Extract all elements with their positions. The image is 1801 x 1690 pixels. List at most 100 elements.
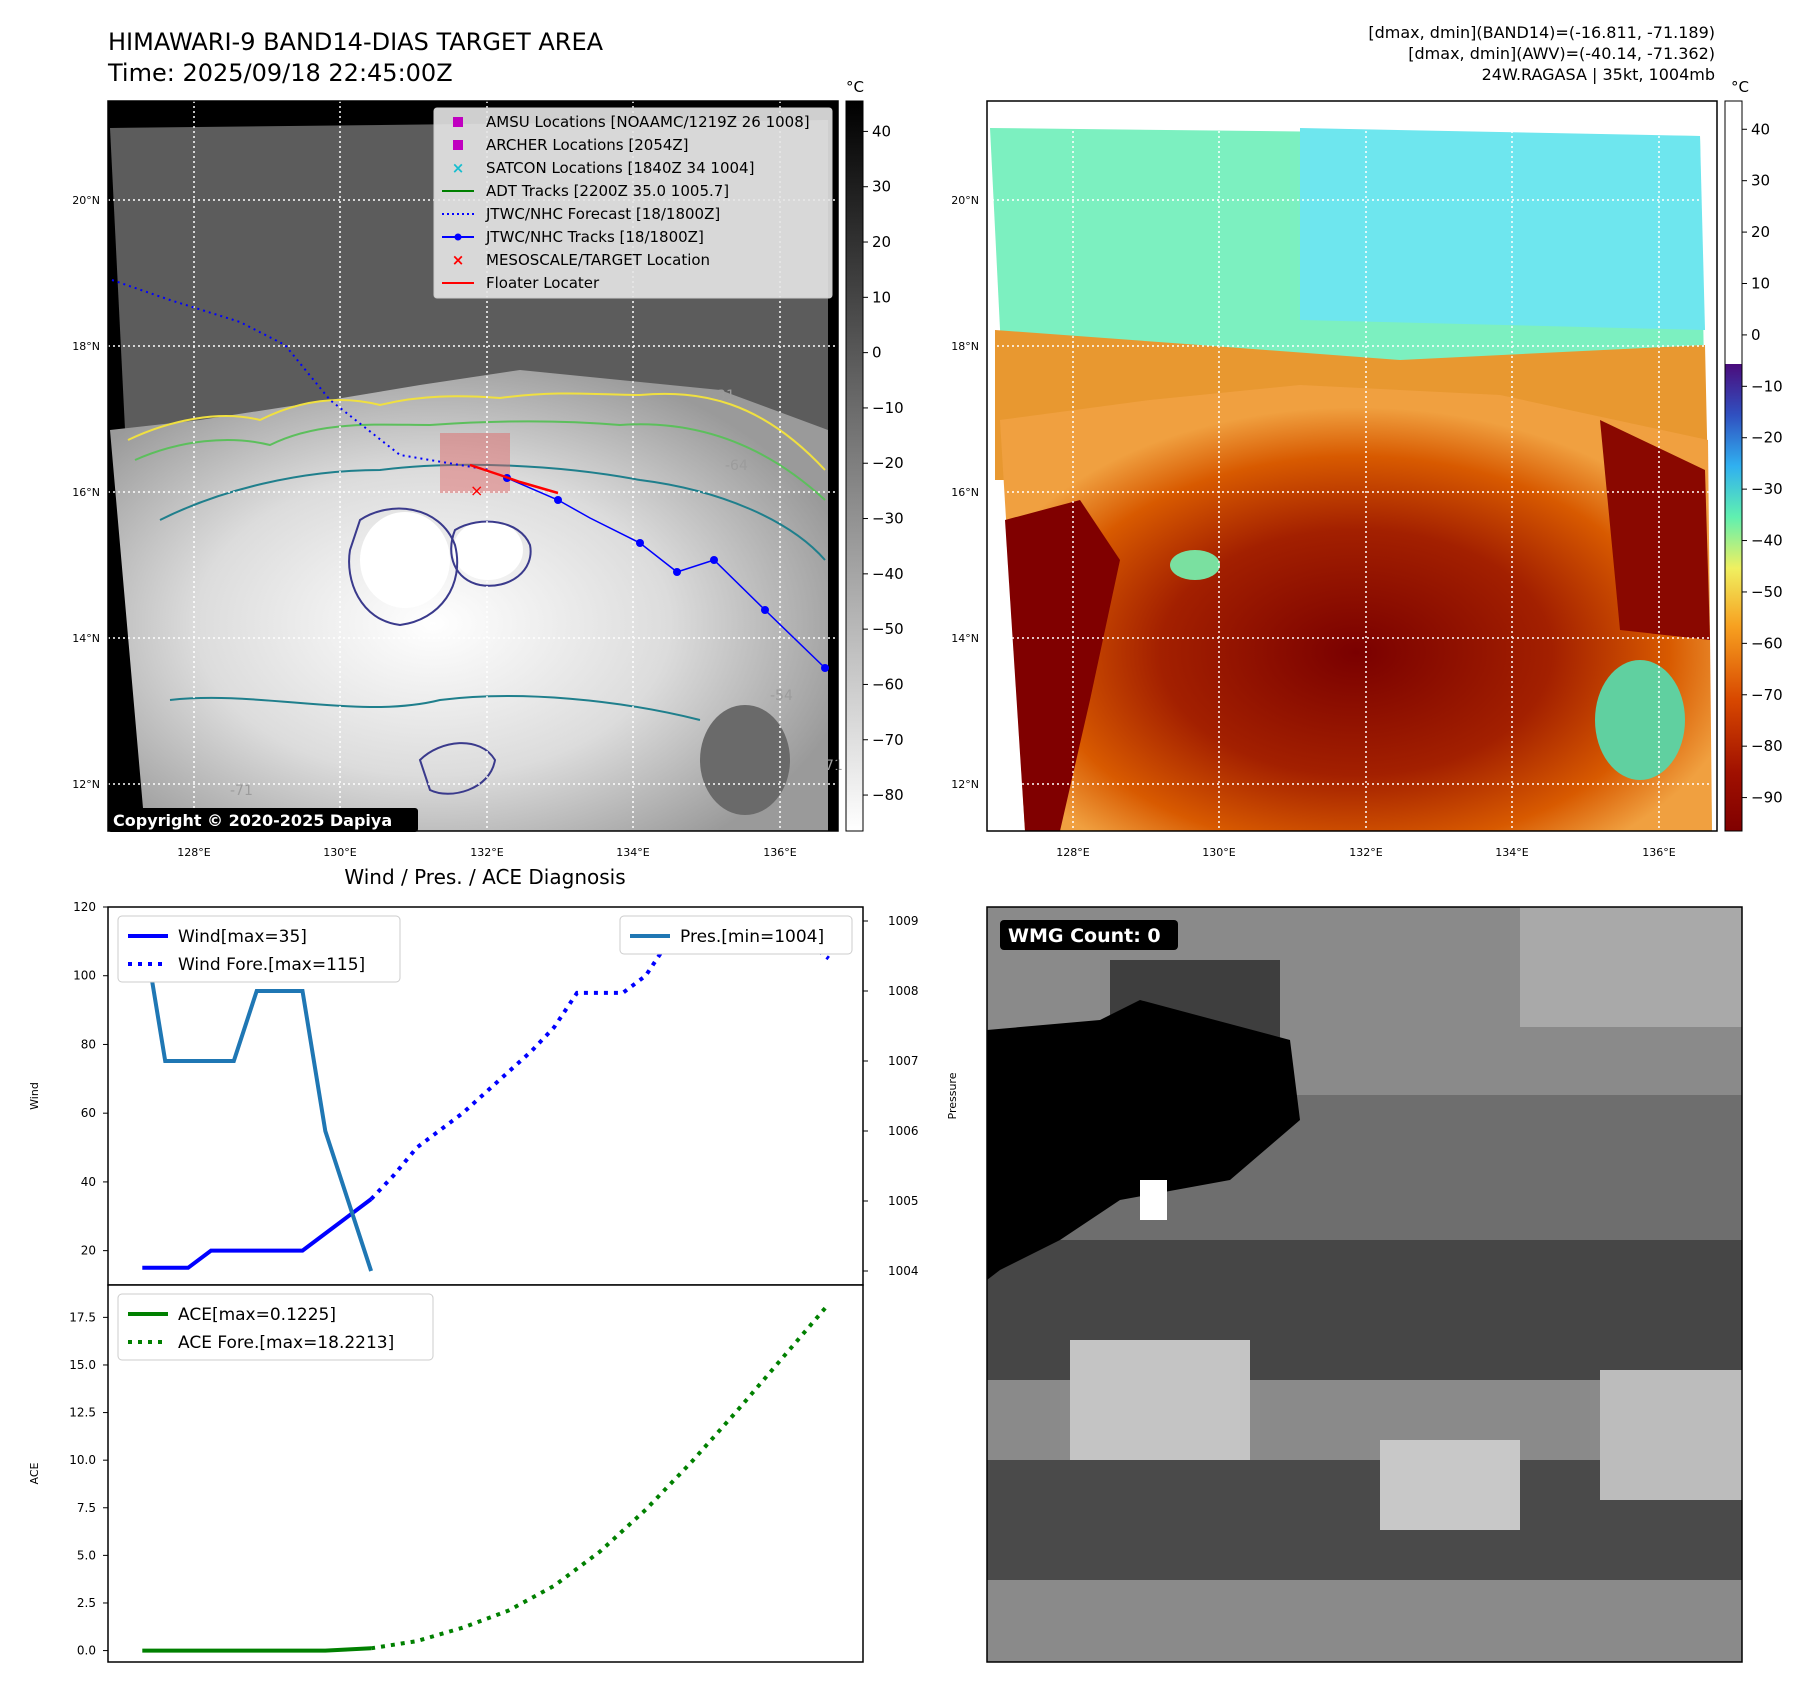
ace-chart: 0.0 2.5 5.0 7.5 10.0 12.5 15.0 17.5 ACE ACE[max=0… (28, 1284, 864, 1663)
colorbar-tick-label: −90 (1751, 789, 1783, 807)
y-tick-label: 120 (73, 900, 96, 914)
info-line-2: [dmax, dmin](AWV)=(-40.14, -71.362) (1408, 44, 1715, 63)
awv-dry-band (1300, 128, 1705, 330)
chart-legend: Pres.[min=1004] (619, 915, 853, 955)
colorbar-tick-label: −10 (1751, 377, 1783, 395)
ir-contour-label-4: -71 (820, 758, 843, 774)
colorbar-tick-label: 30 (872, 178, 891, 196)
legend-item: × MESOSCALE/TARGET Location (452, 251, 710, 269)
colorbar-tick-label: 20 (872, 233, 891, 251)
y-tick-label: 5.0 (77, 1548, 96, 1562)
y-tick-label: 60 (81, 1106, 96, 1120)
ir-jtwc-track (506, 477, 826, 669)
legend-label: ADT Tracks [2200Z 35.0 1005.7] (486, 182, 729, 200)
colorbar-tick-label: −80 (872, 786, 904, 804)
ir-map-panel: × -31 -64 -54 -71 -71 AMSU Locations [NO… (72, 78, 903, 859)
y2-tick-label: 1008 (888, 984, 919, 998)
legend-label: Floater Locater (486, 274, 600, 292)
y-tick-label: 0.0 (77, 1644, 96, 1658)
legend-label: MESOSCALE/TARGET Location (486, 251, 710, 269)
awv-colorbar-unit: °C (1731, 78, 1749, 96)
colorbar-tick-label: −60 (1751, 634, 1783, 652)
chart-legend-label: Wind Fore.[max=115] (178, 955, 365, 975)
ir-lat-label: 16°N (72, 486, 100, 499)
legend-item: JTWC/NHC Tracks [18/1800Z] (442, 228, 704, 246)
y2-tick-label: 1007 (888, 1054, 919, 1068)
ir-floater-locater (469, 463, 559, 495)
awv-deep-east (1600, 420, 1710, 640)
legend-item: ADT Tracks [2200Z 35.0 1005.7] (442, 182, 729, 200)
legend-label: JTWC/NHC Tracks [18/1800Z] (485, 228, 704, 246)
y-tick-label: 12.5 (69, 1406, 96, 1420)
colorbar-tick-label: 10 (1751, 275, 1770, 293)
y-tick-label: 80 (81, 1037, 96, 1051)
chart-legend: ACE[max=0.1225] ACE Fore.[max=18.2213] (117, 1293, 434, 1361)
ir-target-marker: × (470, 481, 483, 500)
ir-lon-labels: 128°E 130°E 132°E 134°E 136°E (177, 846, 796, 859)
chart-legend-box (117, 915, 401, 983)
series-line (142, 1646, 372, 1653)
legend-square-marker (453, 117, 463, 127)
legend-label: AMSU Locations [NOAAMC/1219Z 26 1008] (486, 113, 810, 131)
colorbar-tick-label: 30 (1751, 172, 1770, 190)
copyright-text: Copyright © 2020-2025 Dapiya (113, 811, 392, 830)
colorbar-tick-label: 40 (1751, 120, 1770, 138)
ir-lon-label: 128°E (177, 846, 210, 859)
ir-cold-core-1 (360, 512, 450, 608)
colorbar-tick-label: −50 (872, 620, 904, 638)
ir-lat-label: 14°N (72, 632, 100, 645)
y-axis-label: ACE (28, 1462, 41, 1484)
y2-tick-label: 1005 (888, 1194, 919, 1208)
awv-lon-label: 136°E (1642, 846, 1675, 859)
awv-deep-west (1005, 500, 1120, 831)
ir-contour-yellow (127, 392, 826, 471)
ir-contour-navy-2 (450, 520, 532, 587)
ir-warm-area (700, 705, 790, 815)
legend-item: Floater Locater (442, 274, 600, 292)
wmg-upper-light (1520, 907, 1742, 1027)
wmg-frame (986, 906, 1743, 1663)
series-lines (140, 920, 830, 1272)
info-line-1: [dmax, dmin](BAND14)=(-16.811, -71.189) (1368, 23, 1715, 42)
wmg-white-spot (1140, 1180, 1167, 1220)
awv-lon-label: 132°E (1349, 846, 1382, 859)
chart-legend-label: Pres.[min=1004] (680, 927, 824, 947)
series-line (370, 1302, 831, 1651)
ir-lon-label: 134°E (616, 846, 649, 859)
ir-colorbar-unit: °C (846, 78, 864, 96)
chart-legend-label: ACE Fore.[max=18.2213] (178, 1333, 394, 1353)
y-tick-label: 10.0 (69, 1453, 96, 1467)
colorbar-tick-label: −20 (872, 454, 904, 472)
y-tick-label: 17.5 (69, 1310, 96, 1324)
colorbar-tick-label: −10 (872, 399, 904, 417)
colorbar-tick-label: 0 (872, 344, 882, 362)
awv-map-frame (986, 100, 1718, 832)
chart-legend-label: ACE[max=0.1225] (178, 1305, 336, 1325)
colorbar-tick-label: −80 (1751, 737, 1783, 755)
chart-legend-label: Wind[max=35] (178, 927, 307, 947)
ir-colorbar (845, 100, 864, 832)
ir-lat-label: 18°N (72, 340, 100, 353)
colorbar-tick-label: −50 (1751, 583, 1783, 601)
awv-storm (1000, 385, 1712, 831)
legend-dot (454, 233, 462, 241)
ir-contour-navy-1 (348, 507, 459, 627)
ir-contour-green (134, 420, 826, 501)
ir-legend: AMSU Locations [NOAAMC/1219Z 26 1008] ARC… (433, 107, 833, 299)
awv-lon-label: 134°E (1495, 846, 1528, 859)
ir-contour-navy-3 (418, 742, 497, 795)
wmg-light-patch-1 (1070, 1340, 1250, 1460)
awv-lat-label: 18°N (951, 340, 979, 353)
y-tick-label: 2.5 (77, 1596, 96, 1610)
ir-contour-teal (159, 463, 826, 721)
ir-contour-label-3: -54 (770, 688, 793, 704)
legend-square-marker (453, 140, 463, 150)
chart-frame (107, 906, 864, 1286)
chart-legend: Wind[max=35] Wind Fore.[max=115] (117, 915, 401, 983)
ir-contour-label-1: -31 (712, 388, 735, 404)
colorbar-tick-label: 0 (1751, 326, 1761, 344)
ir-storm-cloud (110, 370, 828, 831)
y-tick-label: 20 (81, 1244, 96, 1258)
info-line-3: 24W.RAGASA | 35kt, 1004mb (1482, 65, 1715, 84)
